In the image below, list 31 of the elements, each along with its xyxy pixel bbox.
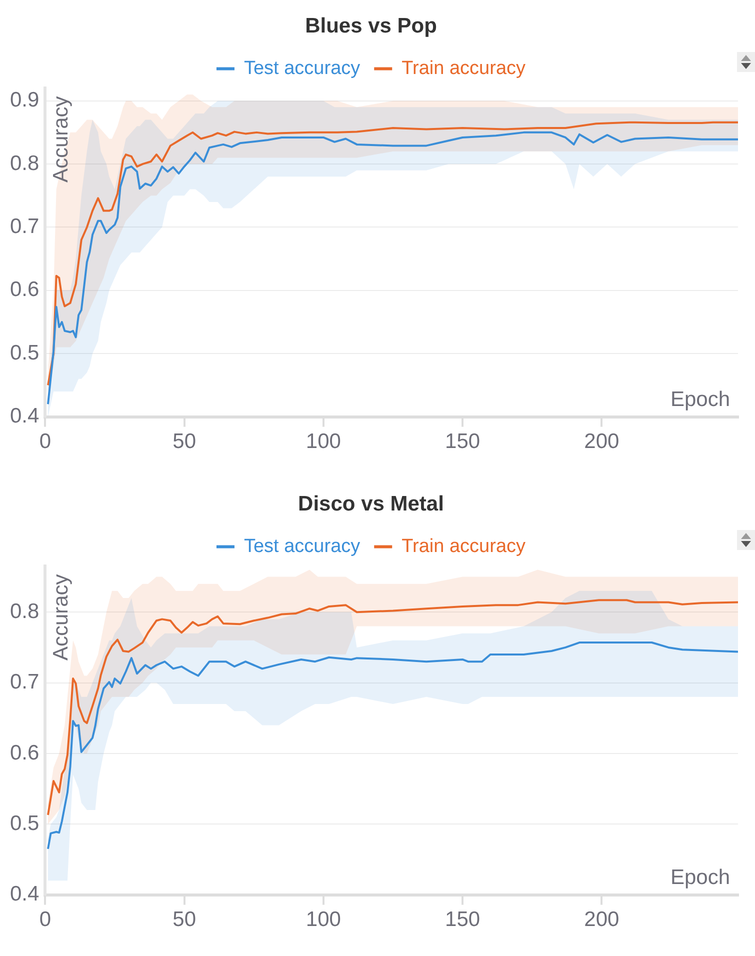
legend-label: Train accuracy: [402, 58, 526, 79]
x-tick-label: 0: [39, 430, 52, 454]
x-tick-label: 50: [172, 430, 196, 454]
y-axis-title: Accuracy: [49, 96, 72, 183]
legend-label: Test accuracy: [244, 536, 361, 557]
chart-title: Disco vs Metal: [298, 492, 444, 516]
y-tick-label: 0.5: [10, 341, 40, 364]
x-tick-label: 0: [39, 908, 52, 932]
y-tick-label: 0.6: [10, 741, 40, 764]
chart-title: Blues vs Pop: [305, 14, 437, 38]
y-tick-label: 0.8: [10, 152, 40, 175]
x-tick-label: 200: [584, 430, 620, 454]
y-axis-title: Accuracy: [49, 574, 72, 661]
y-tick-label: 0.7: [10, 215, 40, 238]
y-tick-label: 0.9: [10, 88, 40, 112]
x-tick-label: 200: [584, 908, 620, 932]
x-tick-label: 50: [172, 908, 196, 932]
y-tick-label: 0.7: [10, 670, 40, 694]
legend-label: Train accuracy: [402, 536, 526, 557]
x-tick-label: 100: [306, 430, 341, 454]
x-tick-label: 100: [306, 908, 341, 932]
x-tick-label: 150: [445, 908, 480, 932]
y-tick-label: 0.5: [10, 812, 40, 835]
x-axis-title: Epoch: [670, 388, 730, 412]
legend-label: Test accuracy: [244, 58, 361, 79]
y-tick-label: 0.4: [10, 404, 40, 428]
x-axis-title: Epoch: [670, 866, 730, 890]
y-tick-label: 0.6: [10, 278, 40, 302]
y-tick-label: 0.4: [10, 882, 40, 906]
x-tick-label: 150: [445, 430, 480, 454]
y-tick-label: 0.8: [10, 600, 40, 623]
